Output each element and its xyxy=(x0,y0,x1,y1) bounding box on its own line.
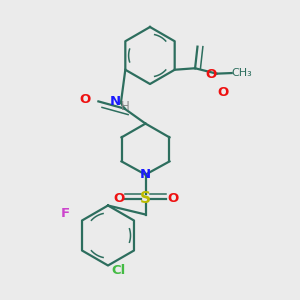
Text: S: S xyxy=(140,191,151,206)
Text: O: O xyxy=(113,192,124,205)
Text: N: N xyxy=(140,168,151,181)
Text: O: O xyxy=(167,192,178,205)
Text: Cl: Cl xyxy=(111,264,126,277)
Text: CH₃: CH₃ xyxy=(232,68,253,78)
Text: O: O xyxy=(218,85,229,99)
Text: F: F xyxy=(61,207,70,220)
Text: N: N xyxy=(110,95,121,108)
Text: O: O xyxy=(206,68,217,81)
Text: O: O xyxy=(80,93,91,106)
Text: H: H xyxy=(121,100,130,113)
